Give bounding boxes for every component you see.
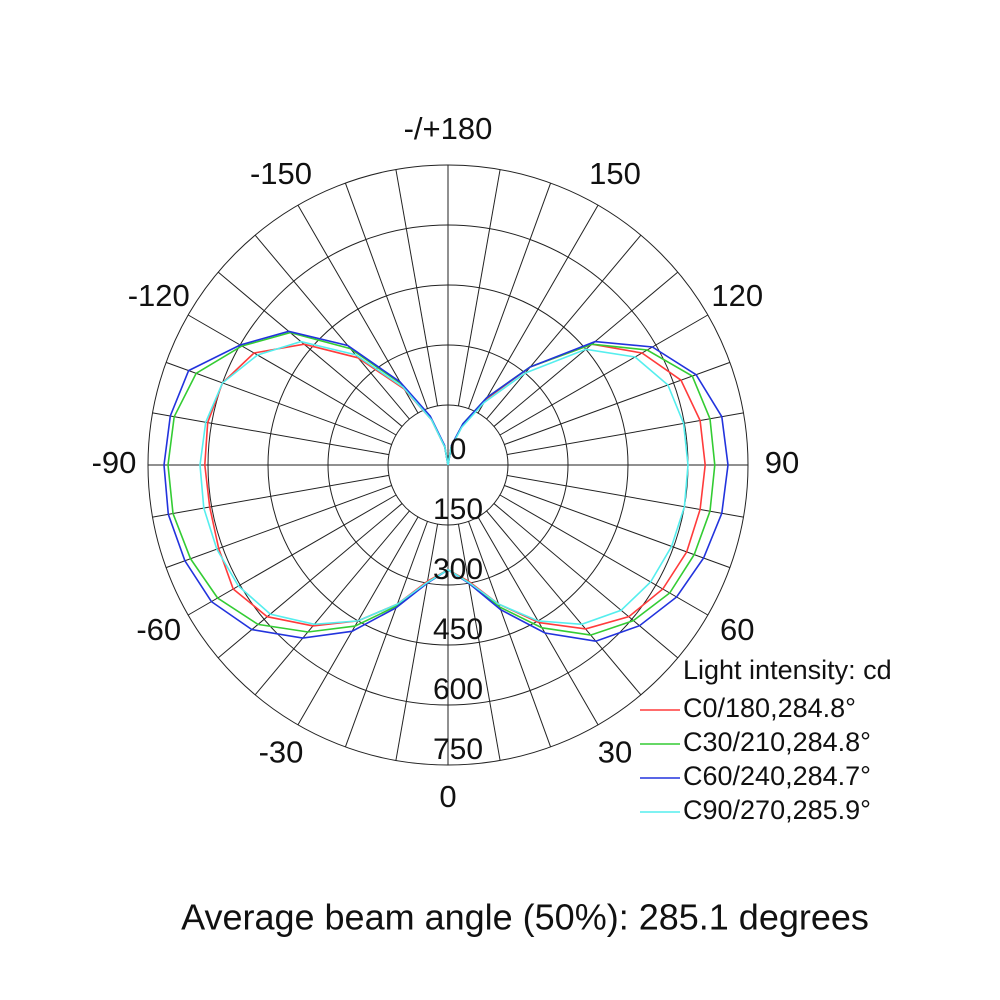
spoke — [486, 510, 642, 696]
legend-label: C30/210,284.8° — [683, 727, 871, 757]
spoke — [507, 412, 744, 456]
legend-title: Light intensity: cd — [683, 655, 892, 685]
angle-tick-label: 60 — [720, 612, 754, 647]
spoke — [468, 521, 552, 748]
legend-label: C60/240,284.7° — [683, 761, 871, 791]
curves — [163, 330, 729, 643]
spoke — [507, 474, 744, 518]
spoke — [344, 521, 428, 748]
spoke — [344, 182, 428, 409]
spoke — [468, 182, 552, 409]
spoke — [486, 234, 642, 420]
legend-label: C90/270,285.9° — [683, 795, 871, 825]
polar-grid — [147, 164, 749, 766]
spoke — [254, 510, 410, 696]
series-line — [203, 343, 707, 630]
spoke — [457, 169, 501, 406]
r-tick-label: 750 — [433, 733, 483, 766]
spoke — [499, 494, 709, 616]
spoke — [395, 524, 439, 761]
angle-tick-label: -120 — [128, 278, 190, 313]
spoke — [493, 503, 679, 659]
angle-tick-label: 90 — [765, 445, 799, 480]
spoke — [499, 314, 709, 436]
r-tick-label: 0 — [450, 433, 467, 466]
spoke — [152, 474, 389, 518]
labels: 0150300450600750-/+1801501209060300-30-6… — [92, 111, 800, 814]
series-line — [199, 340, 689, 626]
angle-tick-label: 120 — [711, 278, 763, 313]
spoke — [152, 412, 389, 456]
spoke — [217, 503, 403, 659]
angle-tick-label: -/+180 — [404, 111, 493, 146]
angle-tick-label: -150 — [250, 156, 312, 191]
angle-tick-label: -60 — [136, 612, 181, 647]
spoke — [395, 169, 439, 406]
angle-tick-label: 30 — [598, 734, 632, 769]
legend-label: C0/180,284.8° — [683, 693, 856, 723]
r-tick-label: 150 — [433, 493, 483, 526]
angle-tick-label: -30 — [259, 734, 304, 769]
note: Average beam angle (50%): 285.1 degrees — [181, 897, 869, 938]
spoke — [165, 361, 392, 445]
spoke — [477, 204, 599, 414]
spoke — [297, 204, 419, 414]
spoke — [217, 271, 403, 427]
angle-tick-label: 0 — [439, 779, 456, 814]
spoke — [165, 485, 392, 569]
spoke — [457, 524, 501, 761]
spoke — [187, 314, 397, 436]
r-tick-label: 600 — [433, 673, 483, 706]
series-line — [167, 331, 716, 636]
angle-tick-label: -90 — [92, 445, 137, 480]
angle-tick-label: 150 — [589, 156, 641, 191]
spoke — [504, 485, 731, 569]
spoke — [254, 234, 410, 420]
r-tick-label: 300 — [433, 553, 483, 586]
r-tick-label: 450 — [433, 613, 483, 646]
spoke — [187, 494, 397, 616]
